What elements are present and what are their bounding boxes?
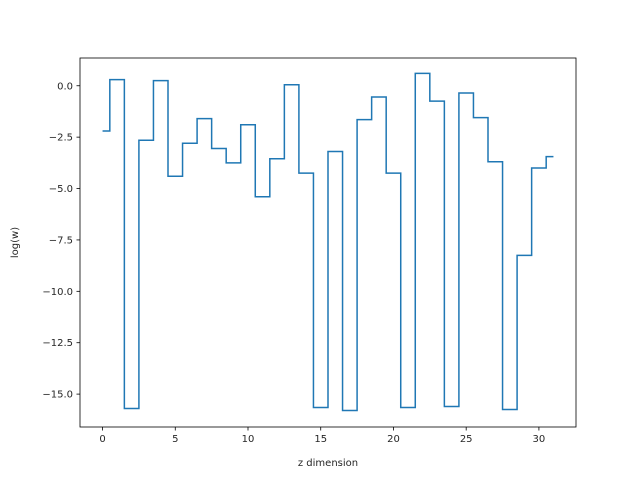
axes-frame [79, 57, 577, 428]
x-tick-label: 20 [387, 434, 400, 445]
x-tick-label: 15 [314, 434, 327, 445]
y-axis: 0.0 −2.5 −5.0 −7.5 −10.0 −12.5 −15.0 [42, 81, 80, 401]
x-tick-label: 30 [533, 434, 546, 445]
y-tick-label: −15.0 [42, 390, 73, 401]
x-axis-label: z dimension [298, 458, 358, 469]
y-tick-label: 0.0 [57, 81, 73, 92]
x-tick-label: 5 [172, 434, 178, 445]
x-tick-label: 25 [460, 434, 473, 445]
x-axis: 0 5 10 15 20 25 30 [99, 427, 545, 445]
series-line-0 [102, 72, 554, 412]
plot-area [102, 72, 554, 412]
y-tick-label: −5.0 [49, 184, 73, 195]
y-tick-label: −7.5 [49, 235, 73, 246]
x-tick-label: 10 [242, 434, 255, 445]
y-tick-label: −10.0 [42, 287, 73, 298]
y-tick-label: −2.5 [49, 133, 73, 144]
y-tick-label: −12.5 [42, 338, 73, 349]
y-axis-label: log(w) [10, 227, 21, 258]
x-tick-label: 0 [99, 434, 105, 445]
